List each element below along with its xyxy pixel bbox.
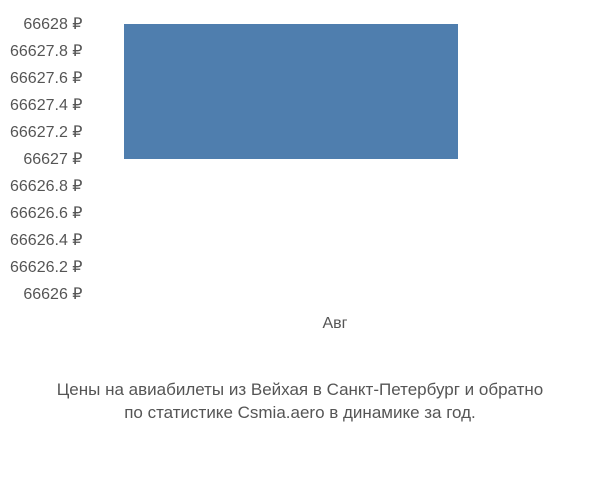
caption-line1: Цены на авиабилеты из Вейхая в Санкт-Пет… xyxy=(57,380,544,399)
chart-caption: Цены на авиабилеты из Вейхая в Санкт-Пет… xyxy=(0,379,600,425)
y-tick: 66626.6 ₽ xyxy=(10,199,82,226)
y-tick: 66626 ₽ xyxy=(23,280,82,307)
plot-area xyxy=(94,10,494,307)
y-tick: 66627.2 ₽ xyxy=(10,118,82,145)
y-tick: 66627 ₽ xyxy=(23,145,82,172)
y-axis: 66628 ₽ 66627.8 ₽ 66627.6 ₽ 66627.4 ₽ 66… xyxy=(10,10,94,307)
y-tick: 66627.4 ₽ xyxy=(10,91,82,118)
x-tick: Авг xyxy=(322,315,347,333)
y-tick: 66626.8 ₽ xyxy=(10,172,82,199)
y-tick: 66626.2 ₽ xyxy=(10,253,82,280)
x-axis: Авг xyxy=(135,307,535,333)
bar xyxy=(124,24,458,159)
caption-line2: по статистике Csmia.aero в динамике за г… xyxy=(124,403,476,422)
y-tick: 66627.6 ₽ xyxy=(10,64,82,91)
y-tick: 66626.4 ₽ xyxy=(10,226,82,253)
chart: 66628 ₽ 66627.8 ₽ 66627.6 ₽ 66627.4 ₽ 66… xyxy=(0,0,600,307)
y-tick: 66627.8 ₽ xyxy=(10,37,82,64)
y-tick: 66628 ₽ xyxy=(23,10,82,37)
